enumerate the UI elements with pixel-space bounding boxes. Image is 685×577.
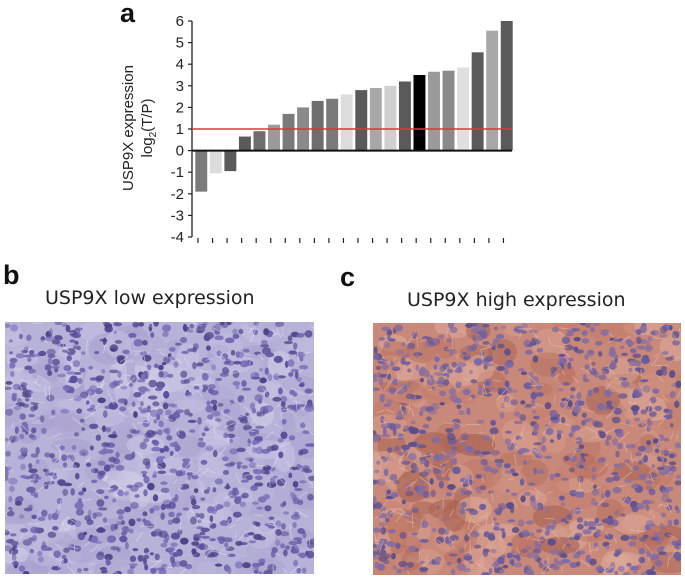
bar [369, 87, 382, 151]
y-tick-label: -3 [171, 207, 184, 224]
bar [268, 124, 280, 151]
y-axis-label-line2: log2(T/P) [139, 99, 159, 158]
bar [311, 100, 324, 151]
bar [398, 81, 411, 151]
y-tick-label: -2 [171, 186, 184, 203]
bar [282, 113, 295, 151]
y-tick-label: 2 [176, 99, 184, 116]
usp9x-bar-chart: USP9X expression log2(T/P) -4-3-2-101234… [120, 13, 513, 246]
y-tick-label: -1 [171, 164, 184, 181]
bar [442, 70, 455, 151]
caption-high-expression: USP9X high expression [407, 289, 626, 311]
bar [413, 75, 426, 151]
bar [326, 98, 339, 151]
bar [195, 150, 208, 192]
tissue-texture-low [5, 322, 314, 574]
y-axis-label-prefix: log [139, 137, 156, 157]
bar [428, 71, 440, 151]
y-axis-label-subscript: 2 [148, 131, 159, 137]
bar [224, 150, 237, 172]
micrograph-low-expression [5, 322, 314, 574]
panel-label-a: a [120, 0, 136, 28]
y-tick-label: -4 [171, 229, 184, 246]
y-tick-label: 0 [176, 143, 184, 160]
micrograph-high-expression [373, 323, 681, 575]
bar [355, 90, 368, 151]
bar [486, 30, 499, 151]
bar [238, 136, 251, 151]
y-axis-label-suffix: (T/P) [139, 99, 156, 132]
bar [500, 21, 513, 151]
y-axis-label-line1: USP9X expression [120, 65, 137, 191]
bar [340, 94, 353, 151]
panel-label-c: c [340, 262, 356, 292]
plot-area: -4 -3 -2 -1 0 1 2 3 4 5 6 [171, 13, 513, 246]
caption-low-expression: USP9X low expression [45, 287, 255, 309]
y-tick-label: 3 [176, 78, 184, 95]
bar [471, 52, 484, 151]
tissue-texture-high [373, 323, 681, 575]
bar [209, 150, 222, 174]
bar [457, 67, 470, 151]
y-axis-label: USP9X expression log2(T/P) [120, 65, 159, 191]
y-tick-label: 6 [176, 13, 184, 30]
y-tick-label: 1 [176, 121, 184, 138]
bar [253, 131, 266, 151]
y-tick-label: 5 [176, 35, 184, 52]
bar [384, 85, 397, 151]
y-tick-label: 4 [176, 56, 184, 73]
panel-label-b: b [3, 260, 20, 290]
